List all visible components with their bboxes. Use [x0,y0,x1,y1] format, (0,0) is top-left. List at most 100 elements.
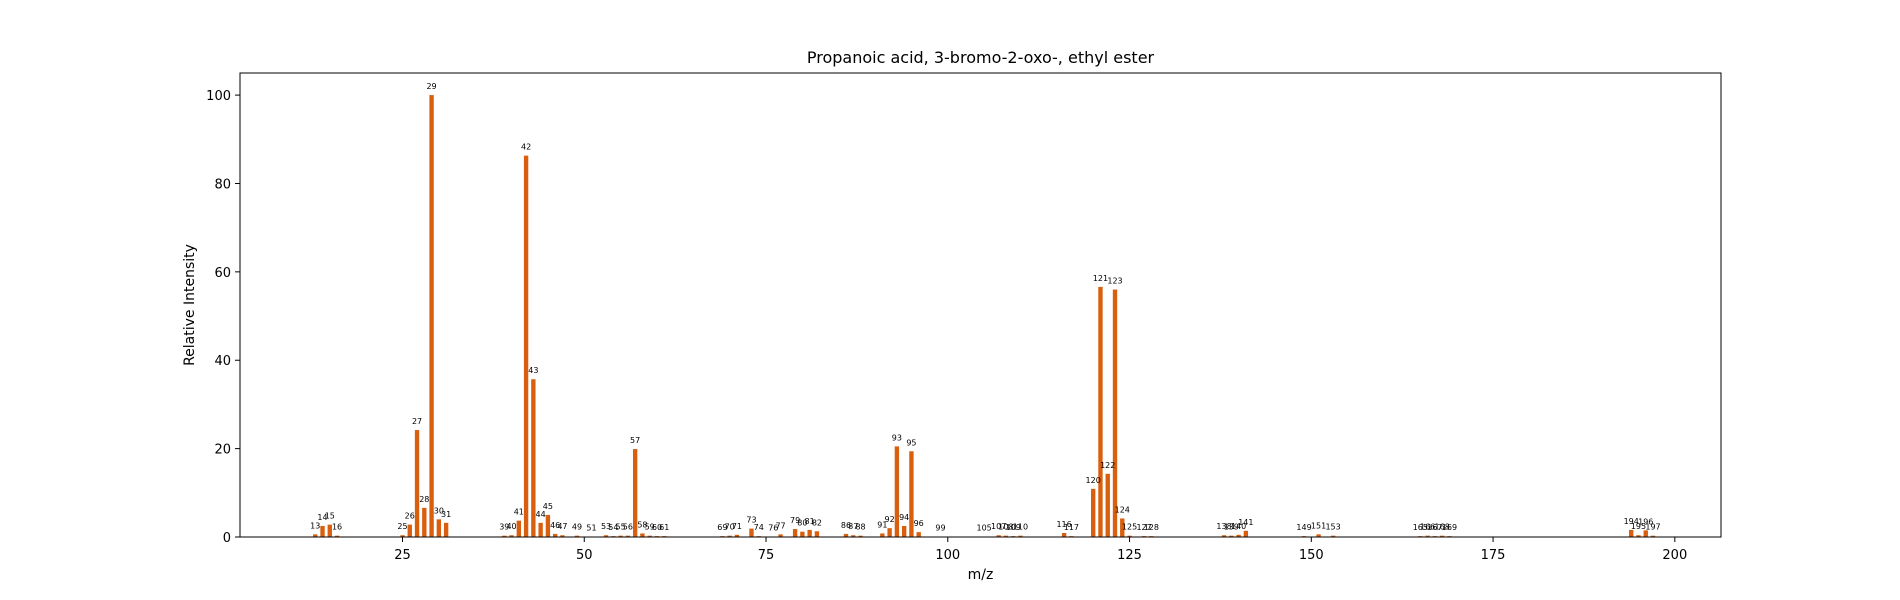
bar-label-mz-81: 81 [805,517,815,526]
x-tick-label: 25 [394,548,411,563]
bar-label-mz-139: 139 [1224,523,1239,532]
bar-label-mz-40: 40 [506,522,516,531]
bar-label-mz-123: 123 [1107,277,1122,286]
bar-label-mz-124: 124 [1115,505,1130,514]
bar-label-mz-127: 127 [1136,523,1151,532]
bar-mz-28 [422,507,427,537]
bar-label-mz-109: 109 [1006,523,1021,532]
bar-mz-110 [1018,535,1023,537]
bar-label-mz-15: 15 [325,512,335,521]
y-axis-label: Relative Intensity [182,244,198,366]
bar-label-mz-88: 88 [855,523,865,532]
bar-mz-88 [858,535,863,537]
bar-label-mz-53: 53 [601,522,611,531]
bar-mz-166 [1425,535,1430,537]
bar-mz-86 [843,533,849,537]
bar-label-mz-51: 51 [586,524,596,533]
bar-label-mz-195: 195 [1631,522,1646,531]
bar-mz-14 [320,525,325,537]
bar-mz-91 [880,533,885,537]
bar-mz-116 [1061,533,1067,537]
bar-label-mz-14: 14 [317,513,327,522]
bar-label-mz-92: 92 [885,515,895,524]
bar-mz-197 [1650,535,1656,537]
x-tick-label: 50 [576,548,593,563]
bar-mz-168 [1439,535,1445,537]
bar-mz-151 [1316,534,1321,537]
bar-label-mz-28: 28 [419,495,429,504]
bar-label-mz-110: 110 [1013,523,1028,532]
bar-label-mz-59: 59 [645,523,655,532]
bar-label-mz-93: 93 [892,433,902,442]
bar-mz-46 [552,533,558,537]
bar-mz-55 [618,535,623,537]
bar-mz-92 [887,528,892,537]
y-tick-label: 20 [214,443,231,458]
bar-mz-58 [640,533,645,537]
x-tick-label: 100 [935,548,960,563]
bar-mz-40 [509,535,514,537]
chart-title: Propanoic acid, 3-bromo-2-oxo-, ethyl es… [807,48,1155,67]
bar-mz-70 [727,535,732,537]
bar-label-mz-60: 60 [652,523,662,532]
bar-label-mz-61: 61 [659,523,669,532]
y-tick-label: 0 [223,531,231,546]
bar-label-mz-69: 69 [717,523,727,532]
bar-label-mz-80: 80 [797,519,807,528]
bar-label-mz-79: 79 [790,516,800,525]
bar-mz-196 [1643,530,1648,537]
plot-frame [239,72,1722,538]
bar-label-mz-44: 44 [536,510,546,519]
bar-mz-26 [407,524,412,537]
bar-label-mz-13: 13 [310,521,320,530]
bar-mz-29 [429,95,434,537]
bar-label-mz-194: 194 [1624,517,1639,526]
bar-label-mz-31: 31 [441,510,451,519]
bar-mz-87 [851,535,856,537]
bar-label-mz-41: 41 [514,508,524,517]
bar-label-mz-108: 108 [998,523,1013,532]
bar-label-mz-55: 55 [616,523,626,532]
bar-mz-16 [334,535,340,537]
bar-mz-71 [734,534,740,537]
bar-label-mz-42: 42 [521,143,531,152]
bar-mz-93 [894,446,900,537]
bar-label-mz-122: 122 [1100,461,1115,470]
x-tick-label: 175 [1481,548,1506,563]
bar-mz-77 [778,534,783,537]
bar-mz-120 [1091,488,1096,537]
bar-label-mz-76: 76 [768,524,778,533]
bar-label-mz-87: 87 [848,522,858,531]
bar-mz-25 [400,535,405,537]
bar-mz-59 [647,535,652,537]
bar-label-mz-57: 57 [630,436,640,445]
bar-label-mz-167: 167 [1427,523,1442,532]
bar-label-mz-77: 77 [775,521,785,530]
bar-mz-53 [603,535,609,537]
bar-mz-57 [632,449,638,537]
bar-label-mz-47: 47 [557,522,567,531]
bar-mz-13 [313,534,318,537]
bar-label-mz-128: 128 [1144,523,1159,532]
bar-mz-15 [327,524,332,537]
bar-mz-49 [574,535,580,537]
x-tick-label: 125 [1117,548,1142,563]
bar-label-mz-27: 27 [412,417,422,426]
bar-label-mz-29: 29 [426,82,436,91]
y-tick-label: 60 [214,266,231,281]
bar-label-mz-46: 46 [550,521,560,530]
bar-label-mz-153: 153 [1325,523,1340,532]
bar-label-mz-58: 58 [637,520,647,529]
bar-label-mz-197: 197 [1645,523,1660,532]
bar-mz-82 [814,531,820,537]
bar-label-mz-49: 49 [572,523,582,532]
bar-label-mz-107: 107 [991,522,1006,531]
bar-label-mz-165: 165 [1413,523,1428,532]
bar-label-mz-74: 74 [754,523,764,532]
bar-label-mz-169: 169 [1442,523,1457,532]
bar-mz-122 [1105,473,1110,537]
bars-layer [313,95,1656,538]
bar-mz-73 [749,528,754,537]
y-tick-label: 100 [206,89,231,104]
